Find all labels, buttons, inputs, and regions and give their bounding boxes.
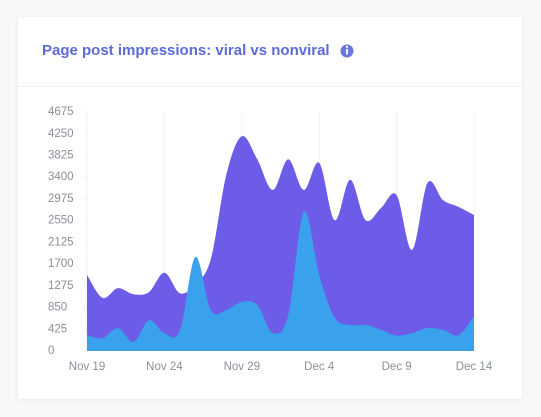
area <box>87 211 474 351</box>
y-tick-label: 850 <box>48 302 67 314</box>
y-tick-label: 1700 <box>48 258 74 270</box>
y-tick-label: 425 <box>48 323 67 335</box>
x-tick-label: Nov 24 <box>146 361 183 373</box>
y-tick-label: 4250 <box>48 128 74 140</box>
y-tick-label: 0 <box>48 345 54 357</box>
y-tick-label: 2975 <box>48 193 74 205</box>
x-tick-label: Nov 19 <box>69 361 105 373</box>
x-tick-label: Dec 4 <box>304 361 335 373</box>
x-tick-label: Dec 9 <box>382 361 412 373</box>
x-tick-label: Nov 29 <box>224 361 260 373</box>
y-tick-label: 2125 <box>48 236 74 248</box>
y-tick-label: 4675 <box>48 106 74 118</box>
y-tick-label: 3825 <box>48 149 74 161</box>
area <box>87 136 474 351</box>
y-tick-label: 1275 <box>48 280 74 292</box>
y-tick-label: 2550 <box>48 215 74 227</box>
chart-title: Page post impressions: viral vs nonviral <box>42 42 330 59</box>
y-tick-label: 3400 <box>48 171 74 183</box>
x-tick-label: Dec 14 <box>456 361 493 373</box>
info-icon[interactable] <box>340 44 354 58</box>
